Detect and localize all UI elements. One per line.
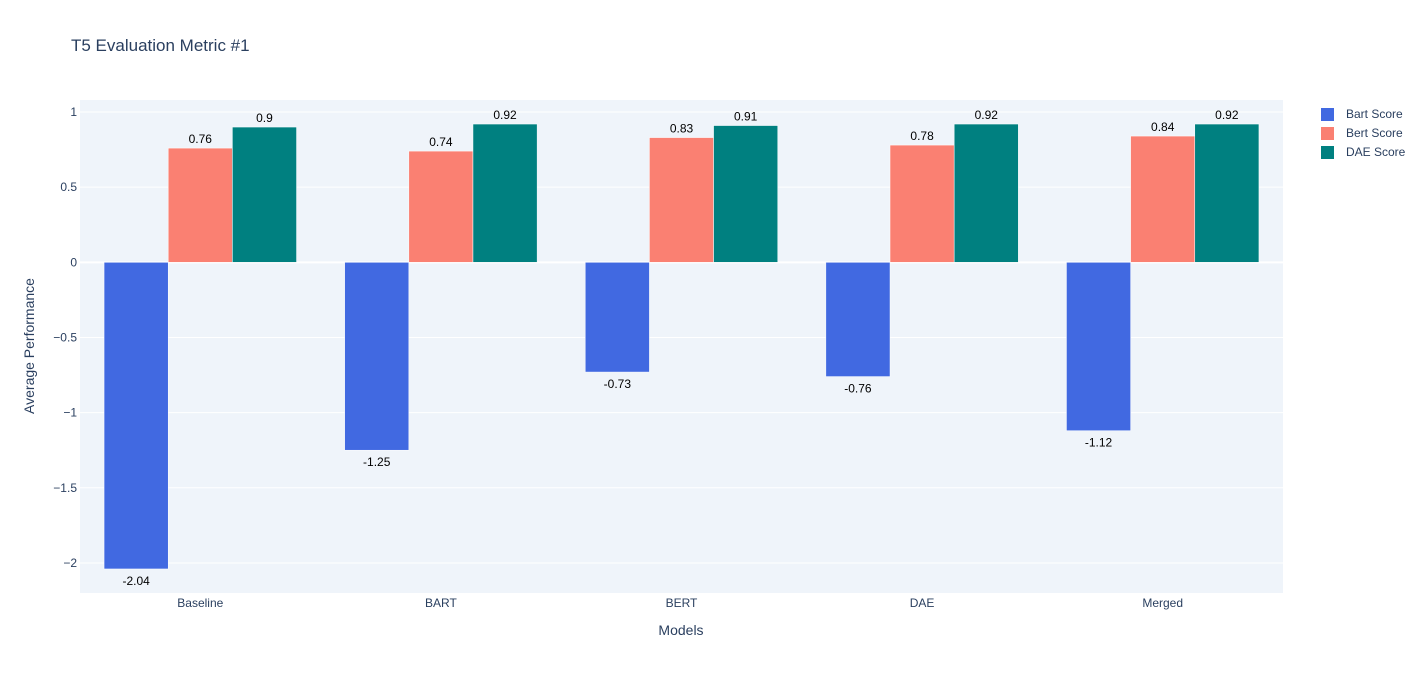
legend-item-bart-score[interactable]: Bart Score	[1321, 107, 1403, 121]
data-label-bert-score-baseline: 0.76	[189, 132, 213, 146]
chart-title: T5 Evaluation Metric #1	[71, 36, 250, 55]
y-tick-label: −0.5	[53, 330, 77, 344]
legend-swatch	[1321, 146, 1334, 159]
data-label-bart-score-dae: -0.76	[844, 382, 872, 396]
x-axis-ticks: Baseline BART BERT DAE Merged	[177, 596, 1183, 610]
legend-swatch	[1321, 127, 1334, 140]
data-label-dae-score-bert: 0.91	[734, 110, 758, 124]
bar-bart-score-merged[interactable]	[1066, 262, 1130, 430]
bar-bert-score-bart[interactable]	[409, 151, 473, 262]
bar-bart-score-baseline[interactable]	[104, 262, 168, 569]
data-label-dae-score-baseline: 0.9	[256, 111, 273, 125]
data-label-bert-score-bert: 0.83	[670, 122, 694, 136]
legend: Bart Score Bert Score DAE Score	[1321, 107, 1406, 159]
x-tick-baseline: Baseline	[177, 596, 223, 610]
legend-swatch	[1321, 108, 1334, 121]
bar-bert-score-merged[interactable]	[1131, 136, 1195, 262]
y-tick-label: −2	[63, 556, 77, 570]
x-axis-title: Models	[658, 622, 703, 638]
bar-dae-score-baseline[interactable]	[232, 127, 296, 262]
data-label-bart-score-baseline: -2.04	[122, 574, 150, 588]
y-axis-title: Average Performance	[21, 278, 37, 414]
legend-item-bert-score[interactable]: Bert Score	[1321, 126, 1403, 140]
data-label-bart-score-bart: -1.25	[363, 455, 391, 469]
x-tick-bart: BART	[425, 596, 457, 610]
y-tick-label: 0.5	[60, 180, 77, 194]
legend-label: Bart Score	[1346, 107, 1403, 121]
x-tick-dae: DAE	[910, 596, 935, 610]
bar-bert-score-bert[interactable]	[649, 138, 713, 263]
data-label-dae-score-dae: 0.92	[975, 108, 999, 122]
y-axis-ticks: 1 0.5 0 −0.5 −1 −1.5 −2	[53, 105, 77, 570]
bar-dae-score-bert[interactable]	[714, 126, 778, 263]
bar-bert-score-baseline[interactable]	[168, 148, 232, 262]
y-tick-label: −1.5	[53, 481, 77, 495]
data-label-bert-score-dae: 0.78	[910, 129, 934, 143]
data-label-bert-score-bart: 0.74	[429, 135, 453, 149]
legend-item-dae-score[interactable]: DAE Score	[1321, 145, 1406, 159]
bar-bart-score-dae[interactable]	[826, 262, 890, 376]
y-tick-label: 1	[70, 105, 77, 119]
bar-bert-score-dae[interactable]	[890, 145, 954, 262]
data-label-bart-score-bert: -0.73	[604, 377, 632, 391]
bar-dae-score-merged[interactable]	[1195, 124, 1259, 262]
data-label-dae-score-bart: 0.92	[493, 108, 517, 122]
legend-label: DAE Score	[1346, 145, 1406, 159]
data-label-bart-score-merged: -1.12	[1085, 436, 1113, 450]
bar-dae-score-bart[interactable]	[473, 124, 537, 262]
bar-bart-score-bart[interactable]	[345, 262, 409, 450]
bar-dae-score-dae[interactable]	[954, 124, 1018, 262]
y-tick-label: 0	[70, 255, 77, 269]
data-label-dae-score-merged: 0.92	[1215, 108, 1239, 122]
y-tick-label: −1	[63, 406, 77, 420]
bar-bart-score-bert[interactable]	[585, 262, 649, 372]
data-label-bert-score-merged: 0.84	[1151, 120, 1175, 134]
x-tick-merged: Merged	[1142, 596, 1183, 610]
legend-label: Bert Score	[1346, 126, 1403, 140]
x-tick-bert: BERT	[666, 596, 698, 610]
